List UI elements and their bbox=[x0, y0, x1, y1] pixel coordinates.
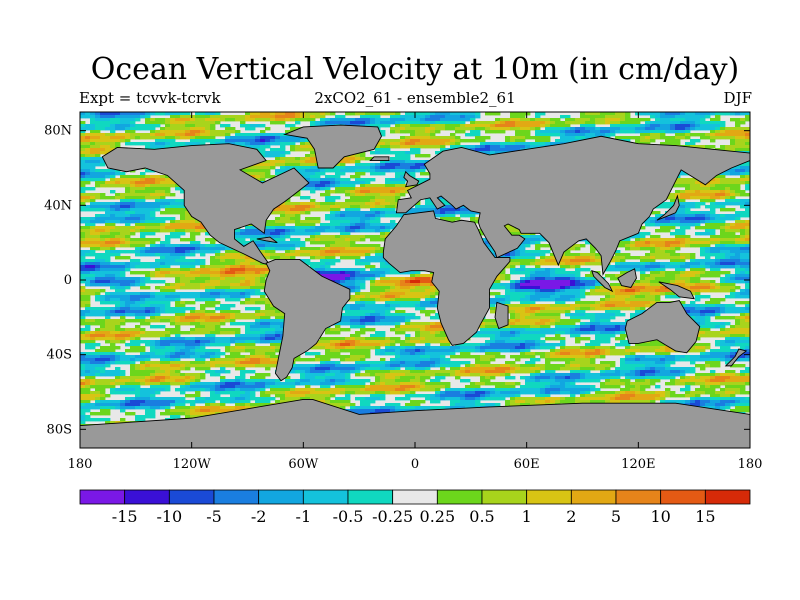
x-tick-label: 60E bbox=[514, 457, 540, 472]
colorbar-swatch bbox=[704, 489, 751, 505]
landmass-japan bbox=[656, 194, 680, 221]
landmass-borneo bbox=[617, 268, 637, 288]
colorbar-swatch bbox=[258, 489, 304, 505]
colorbar-label: 1 bbox=[522, 507, 532, 526]
colorbar-label: 10 bbox=[650, 507, 670, 526]
colorbar-swatch bbox=[526, 489, 572, 505]
colorbar-swatch bbox=[79, 489, 126, 505]
colorbar-label: -0.25 bbox=[372, 507, 413, 526]
colorbar-label: 0.25 bbox=[420, 507, 456, 526]
x-tick-label: 120W bbox=[173, 457, 212, 472]
colorbar-swatch bbox=[124, 489, 170, 505]
colorbar-swatch bbox=[481, 489, 528, 505]
colorbar-swatch bbox=[302, 489, 349, 505]
landmass-north-america bbox=[101, 143, 310, 266]
colorbar-label: 5 bbox=[611, 507, 621, 526]
x-tick-label: 60W bbox=[288, 457, 319, 472]
colorbar-swatch bbox=[570, 489, 617, 505]
y-tick-label: 80S bbox=[47, 422, 72, 437]
colorbar-label: 0.5 bbox=[469, 507, 494, 526]
landmass-iceland bbox=[369, 156, 390, 161]
colorbar-label: -1 bbox=[296, 507, 312, 526]
colorbar-swatch bbox=[168, 489, 215, 505]
landmass-new-zealand bbox=[724, 348, 748, 367]
landmass-new-guinea bbox=[658, 281, 695, 300]
y-tick-label: 0 bbox=[64, 273, 72, 288]
colorbar-swatch bbox=[615, 489, 662, 505]
landmass-africa bbox=[382, 210, 511, 346]
map-area bbox=[80, 112, 750, 448]
colorbar-swatch bbox=[392, 489, 438, 505]
x-tick-label: 120E bbox=[621, 457, 655, 472]
x-tick-label: 180 bbox=[68, 457, 93, 472]
y-tick-label: 80N bbox=[44, 124, 72, 139]
colorbar-label: -5 bbox=[206, 507, 222, 526]
landmass-europe-asia bbox=[395, 135, 750, 276]
colorbar-swatch bbox=[213, 489, 260, 505]
colorbar-label: 2 bbox=[566, 507, 576, 526]
x-tick-label: 0 bbox=[411, 457, 419, 472]
landmass-greenland bbox=[283, 124, 382, 169]
landmass-australia bbox=[624, 300, 701, 354]
season-label: DJF bbox=[723, 89, 752, 107]
colorbar-label: -0.5 bbox=[333, 507, 364, 526]
map-title: Ocean Vertical Velocity at 10m (in cm/da… bbox=[90, 52, 740, 87]
x-tick-label: 180 bbox=[738, 457, 763, 472]
landmass-madagascar bbox=[494, 301, 509, 330]
colorbar-label: -15 bbox=[112, 507, 138, 526]
colorbar-label: 15 bbox=[695, 507, 715, 526]
colorbar-label: -2 bbox=[251, 507, 267, 526]
landmass-south-america bbox=[263, 259, 351, 382]
colorbar-label: -10 bbox=[156, 507, 182, 526]
y-tick-label: 40S bbox=[47, 348, 72, 363]
landmass-cuba bbox=[256, 236, 278, 244]
colorbar-swatch bbox=[660, 489, 706, 505]
landmass-antarctica bbox=[80, 399, 750, 448]
y-tick-label: 40N bbox=[44, 198, 72, 213]
colorbar-swatch bbox=[436, 489, 483, 505]
land-mask bbox=[80, 124, 750, 448]
ensemble-label: 2xCO2_61 - ensemble2_61 bbox=[314, 89, 516, 107]
colorbar: -15 -10 -5 -2 -1 -0.5 -0.25 0.25 0.5 1 2 5 10 15 bbox=[79, 489, 751, 526]
landmass-uk bbox=[403, 170, 420, 188]
colorbar-swatch bbox=[347, 489, 394, 505]
experiment-label: Expt = tcvvk-tcrvk bbox=[79, 89, 221, 107]
landmass-sumatra bbox=[591, 269, 614, 293]
